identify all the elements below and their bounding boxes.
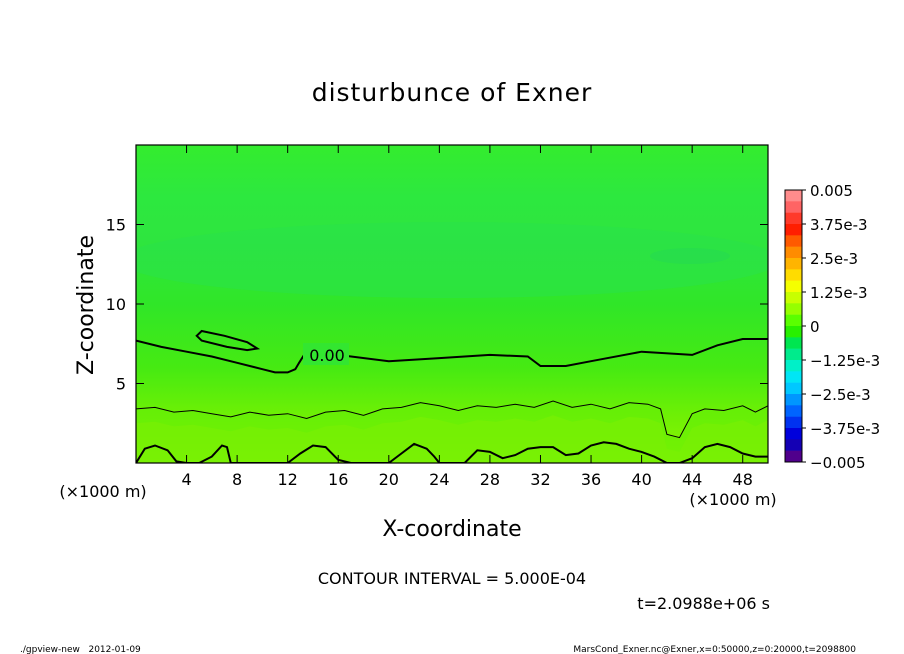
colorbar-swatch <box>785 428 802 440</box>
x-tick-label: 48 <box>733 470 753 489</box>
x-tick-label: 24 <box>429 470 449 489</box>
colorbar-swatch <box>785 326 802 338</box>
bottom-contour-line <box>136 441 768 463</box>
colorbar-swatch <box>785 280 802 293</box>
footer-right: MarsCond_Exner.nc@Exner,x=0:50000,z=0:20… <box>573 645 856 654</box>
colorbar-swatch <box>785 190 802 202</box>
x-tick-label: 20 <box>379 470 399 489</box>
x-unit-label: (×1000 m) <box>689 490 776 509</box>
colorbar-swatch <box>785 416 802 429</box>
colorbar-label: 0 <box>810 318 820 336</box>
x-ticks: 4 8 12 16 20 24 28 32 36 40 44 48 <box>181 145 753 489</box>
colorbar-label: 0.005 <box>810 182 853 200</box>
colorbar-swatch <box>785 450 802 463</box>
colorbar-swatch <box>785 382 802 395</box>
zero-contour-label-bg <box>303 343 349 365</box>
field-patch-right <box>650 248 730 264</box>
colorbar-label: 3.75e-3 <box>810 216 868 234</box>
y-tick-label: 10 <box>106 295 126 314</box>
x-tick-label: 44 <box>682 470 702 489</box>
colorbar-swatch <box>785 258 802 270</box>
colorbar-swatches <box>785 190 802 463</box>
colorbar-swatch <box>785 439 802 451</box>
colorbar-swatch <box>785 314 802 327</box>
colorbar-swatch <box>785 269 802 281</box>
colorbar-swatch <box>785 212 802 225</box>
x-axis-label: X-coordinate <box>382 517 521 542</box>
colorbar-label: 1.25e-3 <box>810 284 868 302</box>
zero-contour-line <box>136 338 768 374</box>
footer-left: ./gpview-new 2012-01-09 <box>20 645 141 654</box>
x-tick-label: 28 <box>480 470 500 489</box>
colorbar-label: 2.5e-3 <box>810 250 858 268</box>
chart-title: disturbunce of Exner <box>312 78 593 107</box>
colorbar-swatch <box>785 235 802 247</box>
colorbar-label: −3.75e-3 <box>810 420 880 438</box>
x-tick-label: 4 <box>181 470 191 489</box>
x-tick-label: 16 <box>328 470 348 489</box>
x-tick-label: 32 <box>530 470 550 489</box>
closed-contour-line <box>195 329 261 352</box>
colorbar-swatch <box>785 201 802 213</box>
colorbar-label: −2.5e-3 <box>810 386 871 404</box>
field-patch-upper <box>136 222 768 298</box>
y-tick-label: 15 <box>106 216 126 235</box>
field-band-middle <box>136 401 768 463</box>
contour-interval-text: CONTOUR INTERVAL = 5.000E-04 <box>318 569 586 588</box>
y-ticks: 5 10 15 <box>106 216 768 394</box>
y-unit-label: (×1000 m) <box>59 482 146 501</box>
colorbar-swatch <box>785 360 802 372</box>
colorbar-swatch <box>785 405 802 417</box>
colorbar-label: −1.25e-3 <box>810 352 880 370</box>
x-tick-label: 12 <box>278 470 298 489</box>
colorbar-swatch <box>785 246 802 259</box>
x-tick-label: 40 <box>631 470 651 489</box>
colorbar-swatch <box>785 337 802 349</box>
time-text: t=2.0988e+06 s <box>637 594 770 613</box>
colorbar-swatch <box>785 371 802 383</box>
colorbar-swatch <box>785 348 802 361</box>
y-tick-label: 5 <box>116 375 126 394</box>
x-tick-label: 36 <box>581 470 601 489</box>
colorbar-swatch <box>785 394 802 406</box>
zero-contour-label: 0.00 <box>309 346 345 365</box>
colorbar-swatch <box>785 224 802 236</box>
colorbar: 0.005 3.75e-3 2.5e-3 1.25e-3 0 −1.25e-3 −2.5e-… <box>784 182 880 472</box>
colorbar-labels: 0.005 3.75e-3 2.5e-3 1.25e-3 0 −1.25e-3 −2.5e-… <box>802 182 880 472</box>
thin-contour-line <box>136 400 768 439</box>
colorbar-swatch <box>785 292 802 304</box>
y-axis-label: Z-coordinate <box>74 235 99 375</box>
colorbar-swatch <box>785 303 802 315</box>
x-tick-label: 8 <box>232 470 242 489</box>
colorbar-label: −0.005 <box>810 454 866 472</box>
